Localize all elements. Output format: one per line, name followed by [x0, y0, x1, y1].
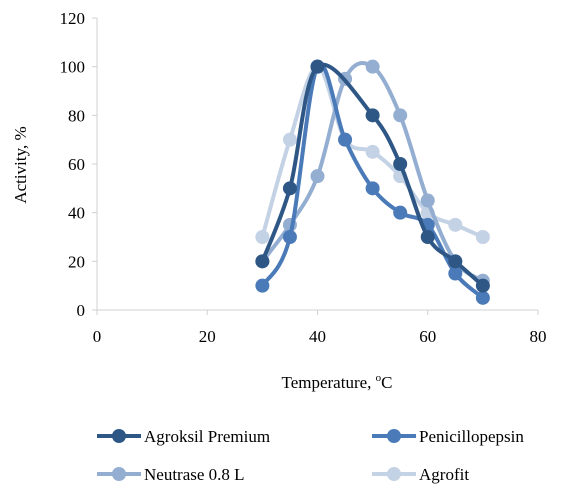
legend-item: Agrofit [372, 465, 469, 484]
data-point [365, 181, 380, 196]
legend-label: Neutrase 0.8 L [144, 465, 245, 484]
data-point [475, 230, 490, 244]
data-point [448, 254, 463, 269]
x-axis-title-main: Temperature, [282, 373, 376, 392]
legend-swatch-marker [387, 467, 401, 481]
y-tick-labels: 0 20 40 60 80 100 120 [60, 9, 97, 320]
x-tick-label: 0 [93, 327, 102, 346]
series-line [260, 62, 485, 300]
data-point [255, 254, 270, 269]
legend-label: Agroksil Premium [144, 427, 270, 446]
legend: Agroksil Premium Penicillopepsin Neutrase … [97, 427, 524, 484]
x-tick-label: 40 [309, 327, 326, 346]
series-neutrase-0-8-l [255, 59, 490, 288]
data-point [310, 169, 325, 184]
series-layer [255, 59, 490, 305]
x-axis-title-degree: o [376, 372, 382, 384]
y-tick-label: 40 [68, 204, 85, 223]
data-point [420, 193, 435, 208]
legend-label: Penicillopepsin [419, 427, 524, 446]
legend-item: Penicillopepsin [372, 427, 524, 446]
data-point [310, 59, 325, 74]
series-agrofit [255, 59, 490, 244]
data-point [365, 59, 380, 74]
legend-swatch-marker [112, 467, 126, 481]
data-point [448, 266, 463, 281]
series-line [260, 62, 485, 288]
x-axis-title-unit: C [381, 373, 392, 392]
x-tick-label: 80 [530, 327, 547, 346]
data-point [282, 181, 297, 196]
data-point [255, 230, 270, 244]
legend-item: Neutrase 0.8 L [97, 465, 245, 484]
data-point [393, 157, 408, 171]
legend-label: Agrofit [419, 465, 469, 484]
series-penicillopepsin [255, 59, 490, 305]
y-axis-title: Activity, % [11, 126, 30, 203]
y-tick-label: 20 [68, 252, 85, 271]
x-tick-labels: 0 20 40 60 80 [93, 310, 547, 346]
data-point [393, 205, 408, 220]
data-point [282, 132, 297, 147]
data-point [255, 278, 270, 293]
data-point [282, 230, 297, 244]
series-agroksil-premium [255, 59, 490, 293]
legend-swatch-marker [387, 429, 401, 443]
y-tick-label: 100 [60, 58, 86, 77]
data-point [420, 230, 435, 244]
x-tick-label: 60 [419, 327, 436, 346]
data-point [365, 144, 380, 159]
y-tick-label: 60 [68, 155, 85, 174]
data-point [475, 290, 490, 305]
legend-swatch-marker [112, 429, 126, 443]
x-axis-title: Temperature, oC [282, 372, 393, 392]
data-point [365, 108, 380, 123]
x-tick-label: 20 [199, 327, 216, 346]
data-point [338, 132, 353, 147]
y-tick-label: 0 [77, 301, 86, 320]
y-tick-label: 120 [60, 9, 86, 28]
data-point [475, 278, 490, 293]
y-tick-label: 80 [68, 106, 85, 125]
data-point [448, 217, 463, 232]
legend-item: Agroksil Premium [97, 427, 270, 446]
data-point [393, 108, 408, 123]
